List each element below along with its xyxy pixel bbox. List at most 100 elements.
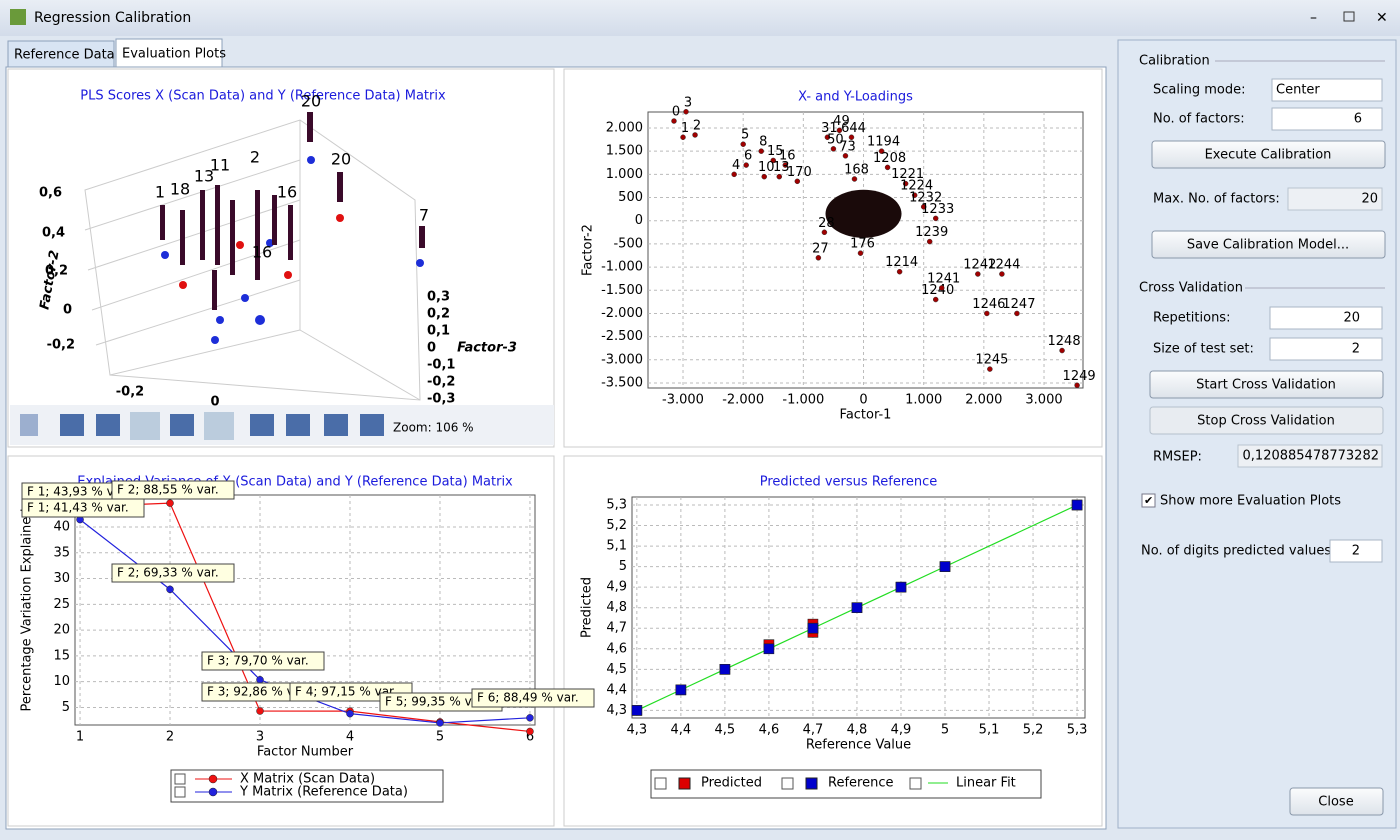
point xyxy=(166,499,174,507)
point xyxy=(782,162,789,168)
tick-label: 0,1 xyxy=(427,324,450,339)
spinner[interactable] xyxy=(1269,337,1383,361)
field-label: No. of factors: xyxy=(1153,112,1245,127)
point xyxy=(902,180,909,187)
point xyxy=(984,310,990,317)
y-axis-label: Predicted xyxy=(580,577,595,638)
spinner-value[interactable]: 6 xyxy=(1354,112,1362,127)
point xyxy=(761,173,767,180)
checkbox[interactable] xyxy=(1141,493,1156,508)
point-label: 1240 xyxy=(921,283,954,298)
spinner[interactable] xyxy=(1271,107,1383,131)
point xyxy=(692,132,698,138)
y-tick-label: -3.000 xyxy=(601,352,643,367)
y-tick-label: 4,7 xyxy=(606,621,627,636)
legend-marker xyxy=(805,777,818,790)
title-bar xyxy=(0,0,1400,36)
y-tick-label: -3.500 xyxy=(601,375,643,390)
point xyxy=(815,255,822,261)
tab-label[interactable]: Evaluation Plots xyxy=(122,47,226,62)
tab-active[interactable] xyxy=(115,38,223,69)
dropdown[interactable] xyxy=(1271,78,1383,102)
tick-label: -0,2 xyxy=(427,375,455,390)
y-tick-label: 2.000 xyxy=(606,120,643,135)
legend-marker xyxy=(208,774,218,784)
legend-marker xyxy=(678,777,691,790)
spinner-value[interactable]: 2 xyxy=(1352,342,1360,357)
x-tick-label: 4,3 xyxy=(626,723,647,738)
maximize[interactable] xyxy=(1343,11,1355,22)
toolbar-icons[interactable] xyxy=(20,412,384,440)
annotation-box xyxy=(111,563,235,583)
y-tick-label: 40 xyxy=(53,519,70,534)
button-label[interactable]: Save Calibration Model... xyxy=(1187,238,1349,253)
x-tick-label: -2.000 xyxy=(722,393,764,408)
annotation: F 1; 43,93 % var. xyxy=(27,485,129,499)
x-tick-label: 2.000 xyxy=(965,393,1002,408)
tick-label: 0 xyxy=(63,303,72,318)
field-label: Size of test set: xyxy=(1153,342,1254,357)
button-label[interactable]: Execute Calibration xyxy=(1205,148,1332,163)
close-x[interactable]: ✕ xyxy=(1376,10,1388,26)
y-axis-label: Percentage Variation Explained xyxy=(20,509,35,712)
point xyxy=(680,134,686,141)
field-label: Repetitions: xyxy=(1153,311,1230,326)
button-label[interactable]: Start Cross Validation xyxy=(1196,378,1336,393)
tab-label[interactable]: Reference Data xyxy=(14,48,115,63)
x-tick-label: 4,8 xyxy=(847,723,868,738)
point xyxy=(770,157,777,164)
spinner-value[interactable]: 2 xyxy=(1352,544,1360,559)
button[interactable] xyxy=(1149,370,1384,399)
spinner-value[interactable]: 20 xyxy=(1343,311,1360,326)
point xyxy=(794,178,801,185)
field-label: Max. No. of factors: xyxy=(1153,192,1280,207)
x-tick-label: -1.000 xyxy=(782,393,824,408)
point-label: 1194 xyxy=(867,135,900,150)
x-tick-label: 4,9 xyxy=(891,723,912,738)
point xyxy=(851,602,863,614)
button-label[interactable]: Close xyxy=(1318,795,1353,810)
point-label: 13 xyxy=(773,160,790,175)
button[interactable] xyxy=(1151,230,1386,259)
annotation-box xyxy=(111,480,235,500)
check-mark[interactable]: ✔ xyxy=(1144,494,1153,507)
point xyxy=(848,134,855,141)
checkbox-label[interactable]: Show more Evaluation Plots xyxy=(1160,494,1341,509)
legend-check xyxy=(174,773,186,785)
button[interactable] xyxy=(1151,140,1386,169)
legend-label: Y Matrix (Reference Data) xyxy=(239,785,408,800)
point xyxy=(526,714,534,722)
point-label: 16 xyxy=(277,183,297,202)
point-label: 2 xyxy=(250,148,260,167)
y-tick-label: 0 xyxy=(635,213,643,228)
field-value: 0,120885478773282 xyxy=(1243,449,1379,464)
minimize[interactable]: – xyxy=(1310,10,1317,26)
y-tick-label: 5 xyxy=(62,700,70,715)
point xyxy=(851,176,858,182)
y-tick-label: 1.500 xyxy=(606,144,643,159)
point xyxy=(731,171,737,178)
point xyxy=(911,192,918,198)
dropdown-value[interactable]: Center xyxy=(1276,83,1320,98)
point-label: 1242 xyxy=(963,258,996,273)
legend-label: Predicted xyxy=(701,776,762,791)
point xyxy=(884,164,891,171)
point-label: 13 xyxy=(194,167,214,186)
button[interactable] xyxy=(1289,787,1384,816)
point-label: 1214 xyxy=(885,255,918,270)
spinner[interactable] xyxy=(1329,539,1383,563)
x-tick-label: 4 xyxy=(346,730,354,745)
x-tick-label: 5,3 xyxy=(1067,723,1088,738)
annotation-box xyxy=(201,651,325,671)
window-title: Regression Calibration xyxy=(34,10,191,26)
point xyxy=(1059,347,1065,354)
point-label: 1244 xyxy=(987,258,1020,273)
point xyxy=(256,676,264,684)
tick-label: 0 xyxy=(427,341,436,356)
tick-label: -0,2 xyxy=(116,385,144,400)
spinner[interactable] xyxy=(1269,306,1383,330)
point xyxy=(836,127,843,134)
y-tick-label: -1.500 xyxy=(601,283,643,298)
tick-label: -0,2 xyxy=(47,338,75,353)
point xyxy=(436,719,444,727)
